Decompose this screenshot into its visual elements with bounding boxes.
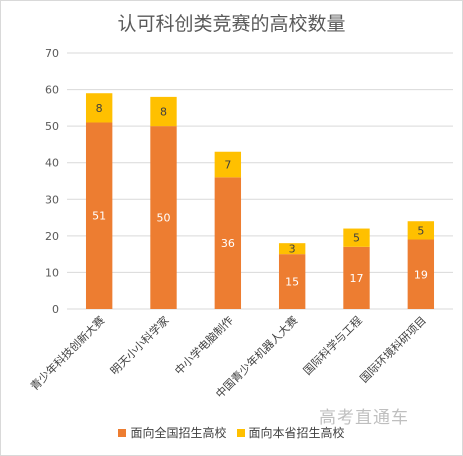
- brand-watermark: 高考直通车: [319, 408, 409, 428]
- bar-provincial: [85, 93, 113, 123]
- y-tick-label: 0: [52, 303, 59, 316]
- data-label: 8: [96, 102, 103, 115]
- y-tick-label: 20: [45, 230, 59, 243]
- data-label: 3: [289, 243, 296, 256]
- bar-national: [85, 122, 113, 309]
- bar-provincial: [214, 151, 242, 178]
- data-label: 19: [414, 268, 428, 281]
- data-label: 5: [417, 224, 424, 237]
- y-tick-label: 60: [45, 84, 59, 97]
- bar-provincial: [407, 221, 435, 240]
- bar-national: [214, 177, 242, 309]
- legend-swatch-provincial: [236, 428, 245, 437]
- x-tick-label: 国际科学与工程: [300, 313, 364, 377]
- x-tick-label: 国际环境科研项目: [357, 313, 429, 385]
- y-tick-label: 30: [45, 193, 59, 206]
- legend-item-national: 面向全国招生高校: [118, 424, 227, 441]
- chart-title: 认可科创类竞赛的高校数量: [117, 13, 346, 35]
- bar-national: [407, 239, 435, 309]
- data-label: 15: [285, 276, 299, 289]
- data-label: 8: [160, 106, 167, 119]
- bar-national: [150, 126, 177, 310]
- data-label: 5: [353, 232, 360, 245]
- y-tick-label: 50: [45, 120, 59, 133]
- legend-label-national: 面向全国招生高校: [130, 426, 227, 440]
- y-tick-label: 10: [45, 266, 59, 279]
- y-tick-label: 40: [45, 157, 59, 170]
- bar-national: [278, 254, 306, 309]
- bar-provincial: [278, 243, 306, 255]
- data-label: 51: [92, 210, 106, 223]
- legend: 面向全国招生高校 面向本省招生高校: [1, 424, 462, 441]
- data-label: 7: [224, 159, 231, 172]
- data-label: 36: [221, 237, 235, 250]
- bar-national: [343, 246, 370, 309]
- x-tick-label: 青少年科技创新大赛: [27, 313, 107, 393]
- bar-provincial: [150, 96, 177, 127]
- y-tick-label: 70: [45, 47, 59, 60]
- legend-swatch-national: [118, 428, 127, 437]
- x-tick-label: 明天小小科学家: [107, 313, 171, 377]
- data-label: 50: [157, 212, 171, 225]
- legend-label-provincial: 面向本省招生高校: [248, 426, 345, 440]
- legend-item-provincial: 面向本省招生高校: [236, 424, 345, 441]
- x-tick-label: 中小学电脑制作: [172, 313, 236, 377]
- bar-provincial: [343, 228, 370, 247]
- data-label: 17: [350, 272, 364, 285]
